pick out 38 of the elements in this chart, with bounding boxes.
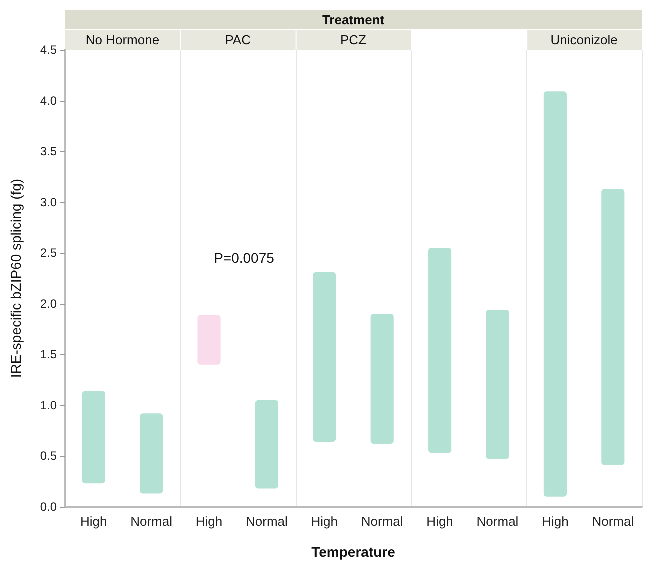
x-tick-label: Normal [130,514,173,529]
x-tick-label: Normal [476,514,519,529]
x-tick-label: High [196,514,223,529]
y-tick-label: 3.0 [40,195,58,210]
y-tick-label: 0.0 [40,500,58,514]
bar [428,248,452,454]
y-tick-label: 2.0 [40,296,58,311]
bar [602,189,625,466]
bar [140,414,164,494]
x-tick-label: High [542,514,569,529]
y-tick-label: 3.5 [40,144,58,159]
y-tick-label: 0.5 [40,449,58,464]
text: Uniconizole [550,32,618,48]
x-tick-label: High [426,514,454,529]
y-tick-label: 4.0 [40,94,58,108]
x-tick-label: High [311,514,338,529]
x-tick-label: High [80,514,108,529]
y-axis-title: IRE-specific bZIP60 splicing (fg) [8,178,24,378]
text: Treatment [322,12,386,28]
text: PAC [225,32,251,48]
text: PCZ [340,32,367,48]
y-tick-label: 4.5 [40,43,58,57]
y-tick-label: 1.0 [40,398,58,412]
x-tick-label: Normal [246,514,288,529]
bar [313,272,336,442]
y-tick-label: 1.5 [40,348,58,362]
x-axis-title: Temperature [312,544,396,560]
bar [544,92,567,497]
x-tick-label: Normal [361,514,404,529]
annotation: P=0.0075 [214,250,275,266]
bar [486,310,510,460]
bar [255,400,278,489]
text: No Hormone [86,32,160,48]
bar [82,391,106,484]
y-tick-label: 2.5 [40,246,58,260]
bar [198,315,221,365]
x-tick-label: Normal [592,514,634,529]
bar [370,314,394,444]
